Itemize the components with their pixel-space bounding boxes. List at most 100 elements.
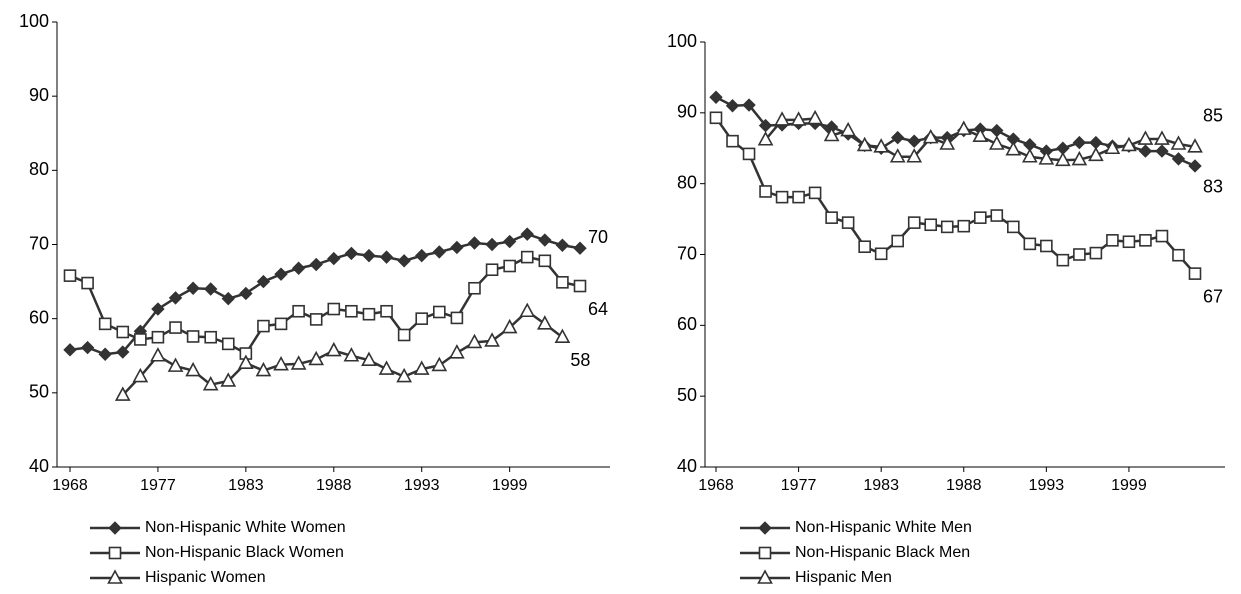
marker-square <box>957 219 971 233</box>
marker-square <box>468 281 481 295</box>
marker-square <box>186 330 200 343</box>
y-tick-label: 40 <box>29 456 49 476</box>
marker-triangle <box>922 128 939 144</box>
marker-square <box>759 185 772 198</box>
x-tick-label: 1988 <box>316 477 352 494</box>
marker-square <box>345 304 358 318</box>
y-tick-label: 80 <box>677 172 697 192</box>
x-tick-label: 1977 <box>781 477 817 494</box>
marker-diamond <box>725 99 740 113</box>
marker-triangle <box>1121 136 1137 152</box>
marker-square <box>1122 235 1136 249</box>
marker-square <box>450 311 464 325</box>
marker-square <box>1073 248 1086 261</box>
marker-square <box>433 305 446 319</box>
marker-diamond <box>1138 144 1153 158</box>
marker-square <box>726 134 739 148</box>
marker-diamond <box>485 237 499 252</box>
marker-triangle <box>988 135 1005 150</box>
y-tick-label: 70 <box>677 243 697 263</box>
y-tick-label: 80 <box>29 159 49 179</box>
y-tick-label: 50 <box>29 382 49 402</box>
marker-square <box>573 279 587 293</box>
series-line <box>121 309 564 396</box>
marker-triangle <box>361 351 377 366</box>
marker-triangle <box>484 332 500 347</box>
marker-square <box>709 111 723 125</box>
marker-diamond <box>450 240 464 255</box>
y-tick-label: 90 <box>677 102 697 122</box>
legend-marker <box>757 569 773 584</box>
marker-triangle <box>1088 146 1104 162</box>
marker-triangle <box>519 302 536 318</box>
marker-triangle <box>466 333 483 349</box>
legend-label: Non-Hispanic Black Men <box>795 544 970 561</box>
marker-diamond <box>168 291 183 305</box>
marker-diamond <box>379 250 394 264</box>
marker-diamond <box>990 123 1004 138</box>
x-tick-label: 1983 <box>228 477 264 494</box>
marker-square <box>221 337 235 351</box>
y-tick-label: 100 <box>667 31 697 51</box>
x-tick-label: 1993 <box>1029 477 1065 494</box>
marker-square <box>151 330 165 344</box>
legend-label: Hispanic Women <box>145 569 266 586</box>
marker-triangle <box>873 138 890 153</box>
marker-triangle <box>939 135 956 150</box>
marker-triangle <box>378 360 395 375</box>
marker-triangle <box>1187 138 1203 153</box>
marker-square <box>874 247 888 261</box>
marker-square <box>973 211 987 224</box>
y-tick-label: 50 <box>677 385 697 405</box>
end-label: 83 <box>1203 177 1223 197</box>
marker-triangle <box>167 357 184 372</box>
marker-triangle <box>413 360 430 375</box>
marker-triangle <box>774 111 790 126</box>
marker-diamond <box>63 343 77 357</box>
marker-square <box>825 211 838 224</box>
marker-triangle <box>1021 148 1038 163</box>
marker-square <box>858 240 871 254</box>
marker-triangle <box>1005 140 1022 156</box>
marker-square <box>169 321 182 334</box>
marker-square <box>503 259 516 273</box>
marker-diamond <box>239 286 253 301</box>
marker-triangle <box>889 148 906 163</box>
marker-square <box>538 254 552 268</box>
marker-diamond <box>151 302 165 316</box>
marker-triangle <box>202 375 219 391</box>
marker-diamond <box>467 236 482 250</box>
marker-triangle <box>554 328 571 344</box>
marker-square <box>742 147 756 161</box>
marker-triangle <box>396 367 412 383</box>
marker-triangle <box>790 111 807 126</box>
x-tick-label: 1988 <box>946 477 982 494</box>
marker-square <box>990 209 1004 222</box>
marker-square <box>924 218 938 232</box>
marker-diamond <box>221 291 235 306</box>
x-tick-label: 1977 <box>140 477 176 494</box>
marker-diamond <box>1072 135 1087 150</box>
x-tick-label: 1968 <box>698 477 734 494</box>
marker-diamond <box>98 347 112 361</box>
marker-triangle <box>856 136 873 152</box>
marker-square <box>380 304 393 318</box>
marker-diamond <box>709 90 723 104</box>
marker-triangle <box>132 367 149 383</box>
marker-triangle <box>273 355 289 371</box>
marker-square <box>808 186 822 200</box>
marker-square <box>257 319 270 333</box>
marker-triangle <box>840 121 856 137</box>
x-tick-label: 1993 <box>404 477 440 494</box>
marker-square <box>362 307 376 321</box>
marker-triangle <box>431 356 448 372</box>
legend-marker <box>108 521 122 535</box>
x-tick-label: 1999 <box>1111 477 1147 494</box>
marker-diamond <box>203 282 218 296</box>
marker-square <box>415 312 429 325</box>
marker-square <box>327 302 341 316</box>
marker-square <box>98 317 112 331</box>
marker-triangle <box>325 341 342 357</box>
y-tick-label: 60 <box>29 307 49 327</box>
